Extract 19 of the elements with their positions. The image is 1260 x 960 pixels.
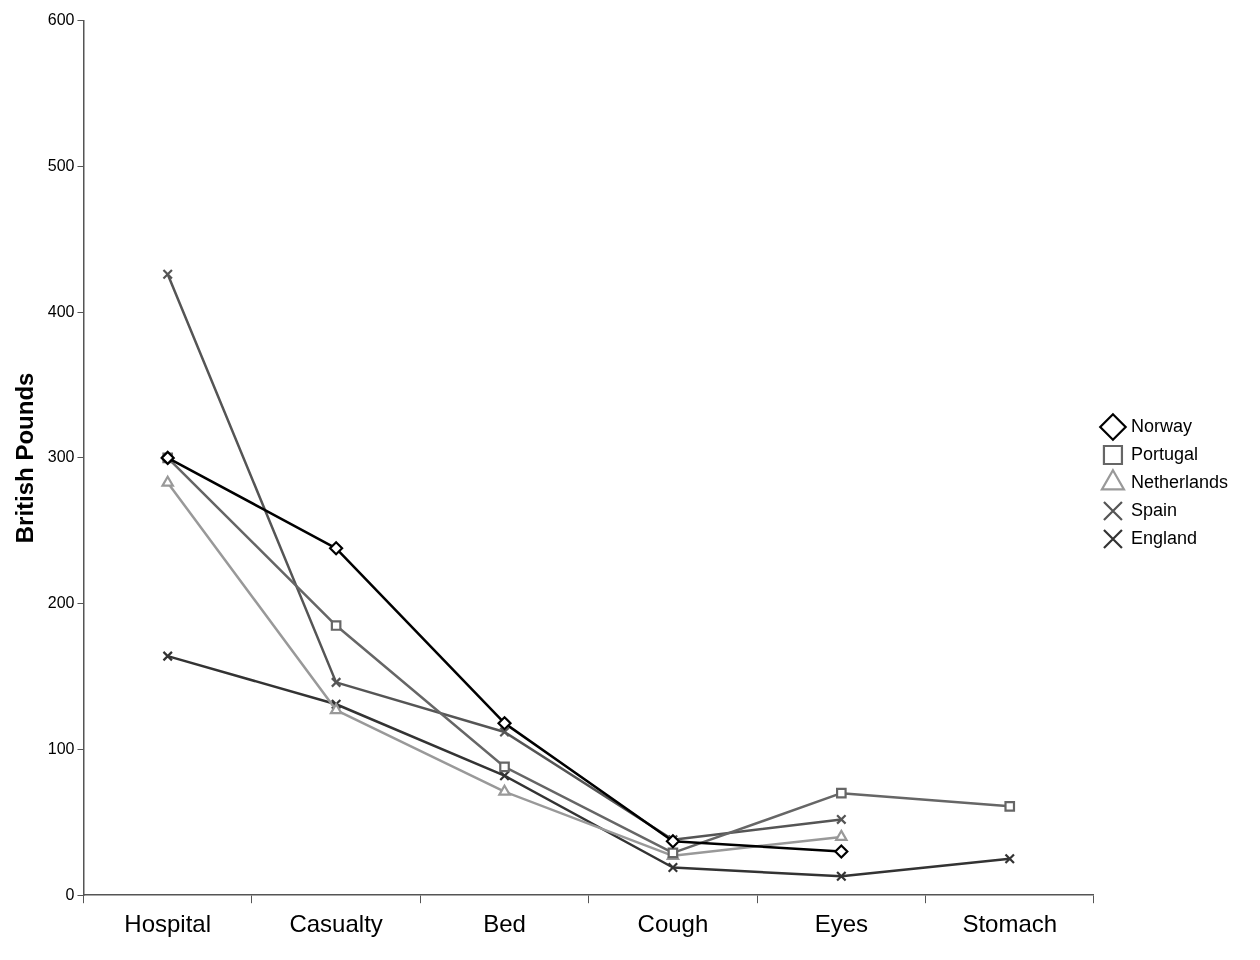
- legend-label: Spain: [1130, 499, 1177, 520]
- legend-label: England: [1130, 527, 1197, 548]
- x-tick-label: Casualty: [289, 910, 383, 938]
- x-tick-label: Eyes: [814, 910, 869, 938]
- legend-label: Portugal: [1130, 443, 1198, 464]
- legend-label: Netherlands: [1130, 471, 1228, 492]
- y-tick-label: 100: [47, 739, 75, 757]
- y-tick-label: 200: [47, 594, 75, 612]
- x-tick-label: Cough: [637, 910, 709, 938]
- legend-label: Norway: [1130, 415, 1192, 436]
- y-tick-label: 400: [47, 302, 75, 320]
- x-tick-label: Bed: [483, 910, 526, 938]
- y-axis-title: British Pounds: [11, 372, 39, 544]
- y-tick-label: 300: [47, 448, 75, 466]
- y-tick-label: 0: [65, 885, 75, 903]
- x-tick-label: Stomach: [962, 910, 1058, 938]
- x-tick-label: Hospital: [124, 910, 212, 938]
- y-tick-label: 600: [47, 11, 75, 29]
- y-tick-label: 500: [47, 156, 75, 174]
